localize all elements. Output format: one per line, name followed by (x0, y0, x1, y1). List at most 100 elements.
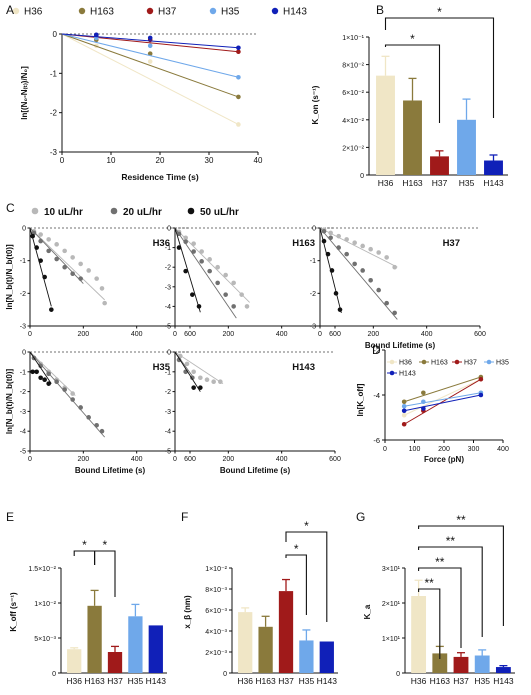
data-point-10 uL/hr (70, 255, 75, 260)
panel-d-x-tick-label: 0 (383, 446, 387, 453)
data-point-50 uL/hr (34, 369, 39, 375)
data-point-20 uL/hr (62, 387, 67, 392)
subplot-x-tick-label: 400 (276, 456, 288, 463)
subplot-x-tick-label: 600 (474, 331, 486, 338)
subplot-y-tick-label: -2 (165, 389, 171, 396)
panel-f-y-tick-label: 0 (223, 671, 227, 678)
panel-e-x-tick-label: H35 (128, 676, 144, 686)
panel-g-x-tick-label: H36 (411, 676, 427, 686)
panel-f-x-tick-label: H37 (278, 676, 294, 686)
fit-line-H143 (61, 33, 239, 49)
significance-bracket (418, 567, 462, 648)
panel-b-y-tick-label: 6×10⁻² (342, 90, 364, 97)
panel-f-x-tick-label: H163 (255, 676, 276, 686)
data-point-10 uL/hr (218, 379, 223, 385)
panel-a: H36 H163 H37 H35 H143 0 10 20 30 40 0 -1 -2 -3 Residen… (12, 7, 307, 182)
fit-line-10 uL/hr (29, 351, 76, 396)
significance-label: ** (456, 513, 466, 527)
panel-b-y-label: K_on (s⁻¹) (311, 85, 320, 124)
panel-f-y-tick-label: 4×10⁻³ (205, 629, 227, 636)
data-point-H143 (94, 32, 99, 38)
panel-c-x-label: Bound Lifetime (s) (220, 466, 291, 475)
subplot-title-H163: H163 (292, 238, 315, 249)
data-point-20 uL/hr (191, 249, 196, 254)
significance-label: * (294, 542, 299, 556)
data-point-10 uL/hr (78, 261, 83, 267)
data-point-10 uL/hr (231, 280, 236, 286)
data-point-50 uL/hr (333, 291, 339, 296)
subplot-y-tick-label: -1 (20, 369, 26, 376)
data-point-20 uL/hr (46, 248, 51, 254)
panel-g-x-tick-label: H163 (430, 676, 451, 686)
legend-label-10 uL/hr: 10 uL/hr (44, 207, 83, 218)
bar-H37 (453, 656, 469, 673)
data-point-10 uL/hr (328, 230, 333, 236)
data-point-H163 (421, 390, 426, 396)
panel-d: H36 H163 H37 H35 H143 0 100 200 300 400 -2 -4 -6 Forc… (356, 346, 509, 464)
subplot-y-tick-label: -2 (20, 389, 26, 396)
bar-H36 (376, 75, 395, 175)
subplot-y-tick-label: -1 (310, 258, 316, 265)
data-point-50 uL/hr (30, 369, 35, 375)
subplot-title-H36: H36 (153, 238, 170, 249)
panel-a-x-tick-label: 0 (60, 156, 65, 165)
significance-bracket (418, 588, 441, 659)
data-point-10 uL/hr (352, 240, 357, 245)
data-point-50 uL/hr (42, 274, 47, 280)
data-point-50 uL/hr (329, 268, 335, 273)
data-point-10 uL/hr (376, 250, 381, 255)
fit-line-50 uL/hr (174, 351, 201, 392)
data-point-10 uL/hr (384, 255, 389, 260)
subplot-y-tick-label: -4 (20, 429, 26, 436)
data-point-50 uL/hr (198, 385, 203, 390)
bar-H35 (457, 119, 476, 175)
subplot-y-tick-label: -2 (310, 291, 316, 298)
data-point-H36 (147, 59, 153, 64)
significance-bracket (285, 531, 328, 622)
data-point-10 uL/hr (99, 286, 105, 291)
data-point-20 uL/hr (223, 292, 228, 297)
data-point-20 uL/hr (54, 379, 59, 385)
panel-g-x-tick-label: H35 (474, 676, 490, 686)
panel-e-x-tick-label: H143 (146, 676, 167, 686)
panel-e-x-tick-label: H36 (66, 676, 82, 686)
legend-label-H36: H36 (24, 7, 43, 18)
subplot-title-H37: H37 (443, 238, 460, 249)
subplot-y-tick-label: -1 (165, 245, 171, 252)
data-point-10 uL/hr (368, 246, 373, 252)
data-point-20 uL/hr (99, 428, 105, 434)
panel-e-y-tick-label: 1.5×10⁻² (28, 566, 56, 573)
panel-letter-G: G (356, 510, 365, 524)
panel-e: 0 5×10⁻³ 1×10⁻² 1.5×10⁻² H36 H163 H37 H35 H143 K_… (9, 538, 167, 686)
data-point-20 uL/hr (360, 268, 365, 273)
panel-b: 0 2×10⁻² 4×10⁻² 6×10⁻² 8×10⁻² 1×10⁻¹ H36 H163 H3… (311, 5, 508, 188)
significance-bracket (285, 554, 307, 615)
panel-a-y-tick-label: 0 (53, 30, 58, 39)
subplot-H163: 0 200 400 600 0 -1 -2 -3 -4 -5 H163 (165, 226, 341, 339)
legend-label-H143: H143 (283, 7, 307, 18)
significance-bracket (73, 550, 96, 565)
significance-label: ** (425, 576, 435, 590)
significance-bracket (94, 550, 116, 597)
panel-d-y-tick-label: -2 (373, 346, 380, 355)
data-point-20 uL/hr (78, 405, 83, 410)
data-point-50 uL/hr (191, 385, 196, 390)
panel-e-y-tick-label: 5×10⁻³ (34, 636, 56, 643)
subplot-x-tick-label: 200 (77, 456, 89, 463)
panel-a-y-label: ln[(N₀-N₍ₜ₎)/N₀] (20, 66, 29, 120)
panel-a-x-label: Residence Time (s) (121, 172, 198, 182)
subplot-H143: 0 200 400 600 0 -1 -2 -3 -4 -5 H143 Bound Lifetime … (165, 350, 341, 476)
panel-g-x-tick-label: H143 (493, 676, 514, 686)
fit-line-50 uL/hr (29, 351, 52, 384)
data-point-20 uL/hr (392, 310, 397, 316)
subplot-y-tick-label: -3 (20, 324, 26, 331)
panel-d-x-tick-label: 200 (438, 446, 450, 453)
fit-line-10 uL/hr (29, 227, 105, 301)
subplot-title-H143: H143 (292, 362, 315, 373)
data-point-20 uL/hr (94, 422, 99, 428)
subplot-x-tick-label: 600 (184, 331, 196, 338)
data-point-10 uL/hr (191, 369, 196, 375)
data-point-H37 (401, 421, 407, 427)
subplot-x-tick-label: 600 (329, 456, 341, 463)
